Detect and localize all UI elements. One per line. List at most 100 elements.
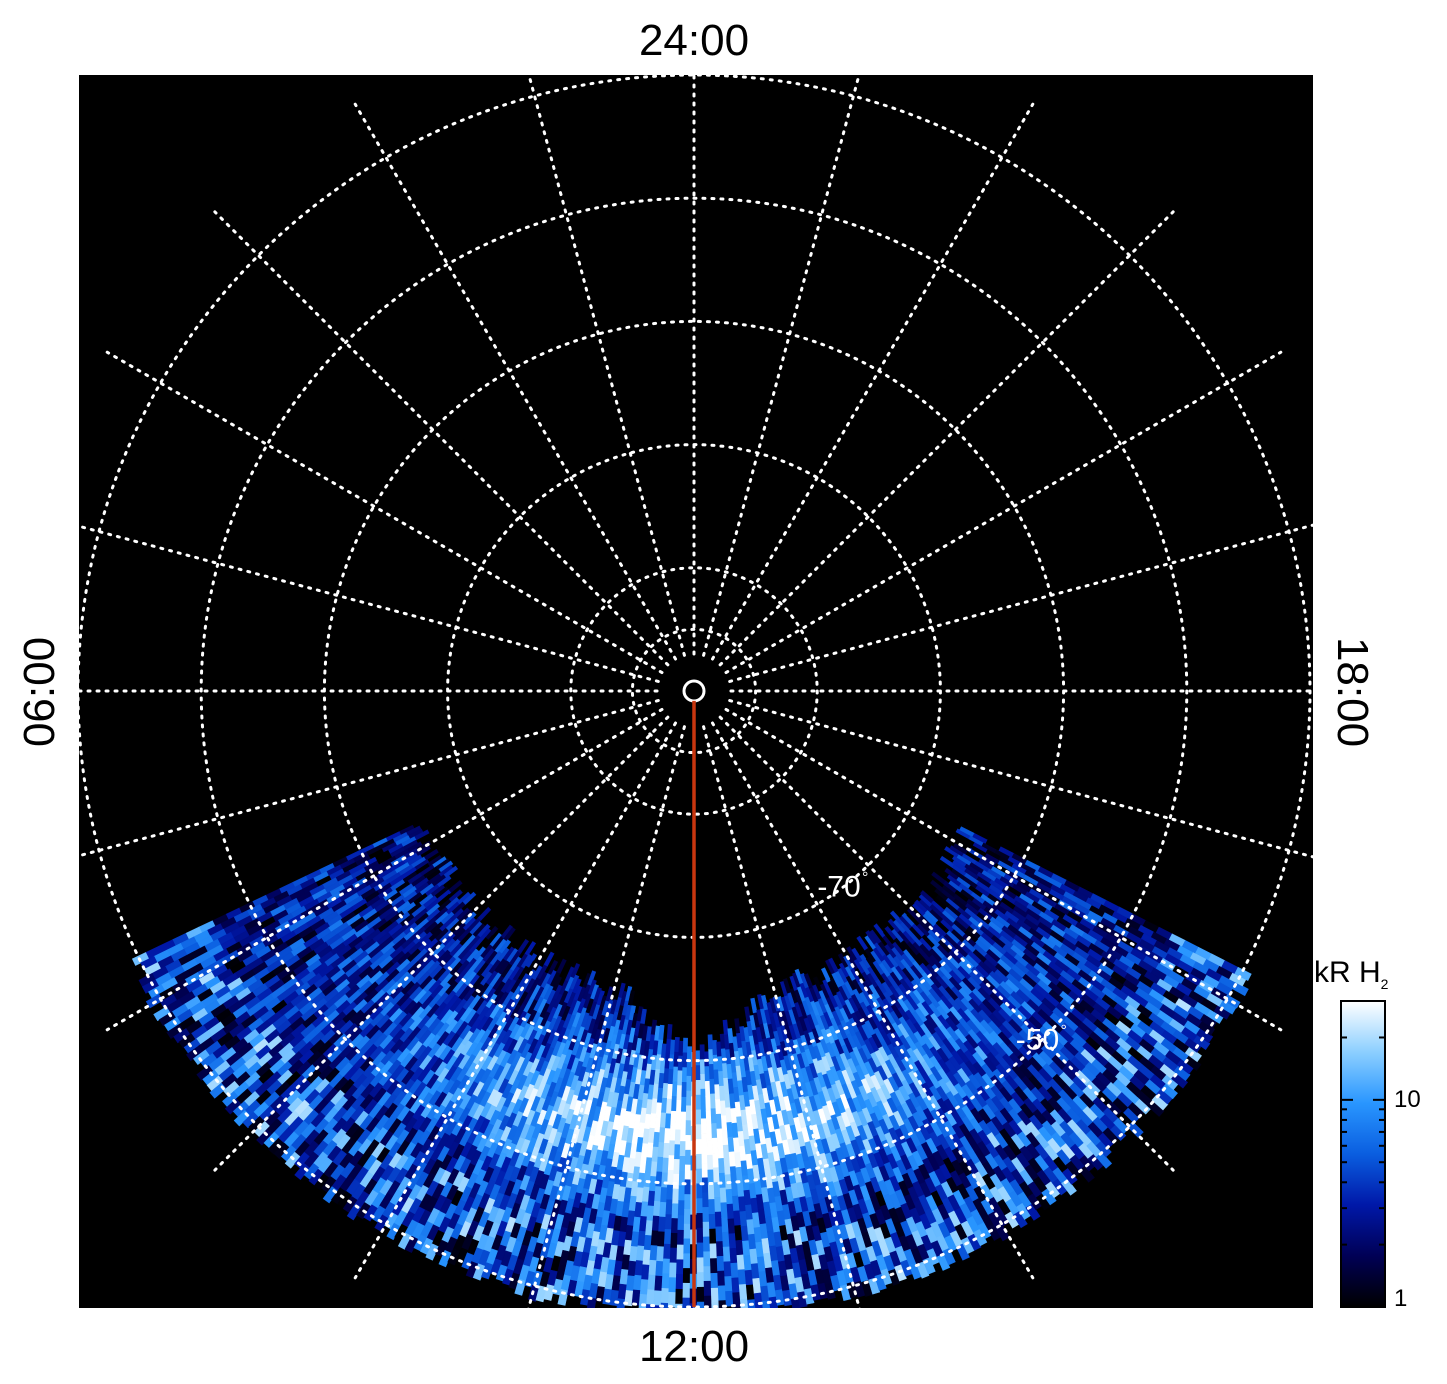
emission-cell	[685, 1105, 692, 1121]
emission-cell	[648, 1259, 657, 1276]
emission-cell	[696, 1242, 704, 1259]
emission-cell	[702, 1206, 710, 1223]
emission-cell	[696, 1301, 705, 1308]
emission-cell	[707, 1154, 714, 1171]
emission-cell	[674, 1129, 682, 1146]
emission-cell	[647, 1274, 657, 1291]
emission-cell	[677, 1070, 683, 1086]
emission-cell	[661, 1172, 669, 1189]
emission-cell	[709, 1243, 718, 1260]
time-label-top: 24:00	[638, 16, 750, 65]
emission-cell	[686, 1061, 692, 1077]
emission-cell	[666, 1024, 673, 1040]
emission-cell	[196, 1065, 214, 1081]
emission-cell	[669, 1247, 678, 1264]
emission-cell	[678, 1185, 686, 1202]
emission-cell	[681, 1067, 688, 1083]
emission-cell	[173, 1028, 191, 1044]
emission-cell	[701, 1147, 708, 1164]
emission-cell	[267, 1137, 285, 1155]
emission-cell	[710, 1258, 718, 1274]
emission-cell	[696, 1198, 704, 1214]
emission-cell	[699, 1059, 706, 1075]
emission-cell	[673, 1159, 681, 1175]
emission-cell	[718, 1300, 727, 1308]
emission-cell	[655, 1260, 664, 1277]
colorbar-title-text: kR H	[1314, 956, 1381, 989]
emission-cell	[707, 1034, 714, 1051]
emission-cell	[677, 1200, 685, 1216]
emission-cell	[695, 1124, 702, 1140]
emission-cell	[670, 1218, 679, 1234]
emission-cell	[680, 1126, 687, 1142]
emission-cell	[683, 1223, 691, 1240]
colorbar-title: kR H2	[1314, 956, 1388, 992]
emission-cell	[674, 1144, 681, 1160]
emission-cell	[695, 1109, 702, 1125]
colorbar-tick-label-1: 1	[1394, 1285, 1408, 1312]
emission-cell	[679, 1141, 687, 1157]
emission-cell	[702, 1236, 711, 1253]
emission-cell	[668, 1277, 677, 1293]
emission-cell	[669, 1262, 678, 1279]
emission-cell	[657, 1231, 666, 1248]
emission-cell	[696, 1272, 705, 1288]
emission-cell	[670, 1110, 677, 1127]
emission-cell	[668, 1140, 676, 1157]
emission-cell	[676, 1244, 685, 1261]
emission-cell	[663, 1243, 672, 1260]
emission-cell	[701, 1162, 709, 1179]
colorbar	[1340, 1000, 1386, 1308]
emission-cell	[669, 1125, 677, 1142]
emission-cell	[675, 1274, 684, 1290]
emission-cell	[649, 1245, 658, 1261]
emission-cell	[273, 1142, 290, 1160]
emission-cell	[700, 1073, 706, 1090]
emission-cell	[696, 1153, 703, 1170]
emission-cell	[696, 1213, 704, 1229]
emission-cell	[717, 1285, 727, 1302]
emission-cell	[662, 1258, 671, 1275]
emission-cell	[696, 1168, 703, 1185]
emission-cell	[724, 1276, 733, 1292]
emission-cell	[713, 1167, 721, 1183]
emission-cell	[671, 1203, 679, 1219]
emission-cell	[708, 1213, 717, 1230]
latitude-label: -50	[1016, 1023, 1059, 1056]
emission-cell	[284, 1151, 301, 1169]
emission-cell	[153, 1006, 171, 1022]
emission-cell	[646, 1289, 656, 1306]
emission-cell	[696, 1286, 705, 1303]
emission-cell	[714, 1211, 723, 1228]
emission-cell	[675, 1288, 684, 1305]
emission-cell	[696, 1257, 705, 1273]
emission-cell	[671, 1096, 678, 1112]
emission-cell	[711, 1302, 720, 1308]
emission-cell	[696, 1139, 703, 1155]
emission-cell	[702, 1192, 710, 1208]
emission-cell	[681, 1082, 688, 1098]
emission-cell	[701, 1133, 708, 1149]
emission-cell	[705, 1110, 712, 1127]
emission-cell	[710, 1287, 720, 1304]
emission-cell	[685, 1120, 692, 1136]
emission-cell	[654, 1275, 663, 1292]
emission-cell	[661, 1273, 670, 1289]
emission-cell	[678, 1040, 684, 1057]
emission-cell	[178, 1033, 196, 1049]
emission-cell	[700, 1103, 707, 1120]
degree-symbol: °	[1060, 1022, 1066, 1039]
emission-cell	[699, 1044, 705, 1060]
emission-cell	[193, 1049, 211, 1065]
emission-cell	[686, 1075, 692, 1092]
time-label-left: 06:00	[15, 636, 64, 748]
emission-cell	[680, 1111, 687, 1128]
emission-cell	[723, 1261, 732, 1278]
degree-symbol: °	[862, 869, 868, 886]
emission-cell	[224, 1098, 242, 1115]
emission-cell	[706, 1125, 713, 1141]
emission-cell	[700, 1088, 707, 1105]
emission-cell	[695, 1079, 702, 1096]
emission-cell	[695, 1094, 702, 1111]
emission-cell	[672, 1188, 680, 1205]
